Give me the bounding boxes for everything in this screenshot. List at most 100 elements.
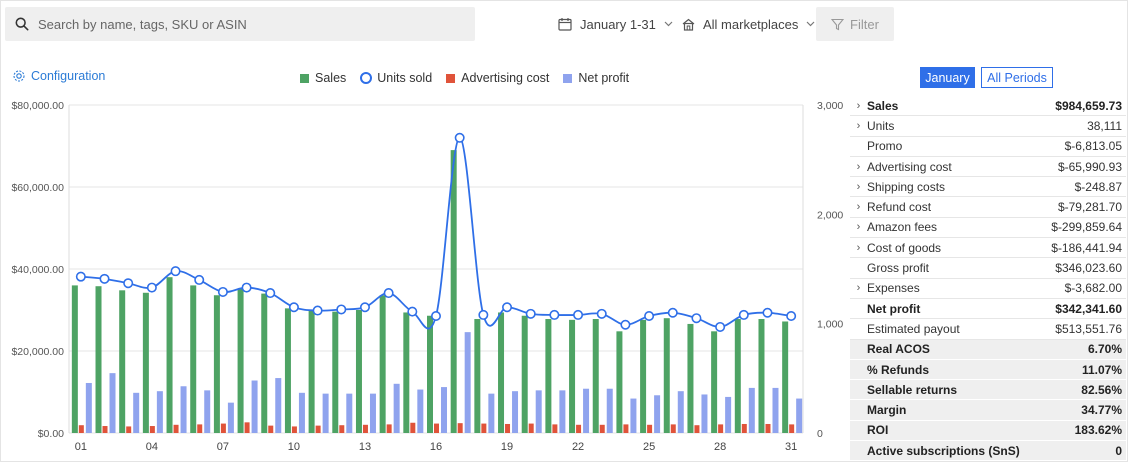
bar-sales (403, 312, 410, 433)
bar-net-profit (109, 373, 116, 433)
metric-value: 82.56% (1081, 382, 1122, 397)
bar-net-profit (677, 391, 684, 433)
metric-row-expenses[interactable]: › Expenses $-3,682.00 (850, 279, 1126, 299)
metric-row-shipping-costs[interactable]: › Shipping costs $-248.87 (850, 177, 1126, 198)
y-right-tick-label: 3,000 (817, 100, 843, 112)
metric-row-margin: Margin 34.77% (850, 400, 1126, 421)
legend-label: Sales (315, 71, 347, 85)
metric-value: 183.62% (1074, 423, 1122, 438)
metric-row-real-acos: Real ACOS 6.70% (850, 339, 1126, 360)
bar-advertising-cost (741, 423, 747, 433)
bar-advertising-cost (78, 425, 84, 433)
bar-net-profit (275, 378, 282, 433)
metric-name: Amazon fees (867, 220, 938, 235)
point-units-sold (265, 288, 276, 299)
legend-swatch (360, 72, 373, 84)
metric-name: Margin (867, 403, 907, 418)
x-tick-label: 07 (217, 441, 229, 453)
point-units-sold (359, 302, 370, 313)
bar-advertising-cost (197, 424, 203, 433)
metric-name: Real ACOS (867, 342, 930, 357)
metric-row-promo: Promo $-6,813.05 (850, 137, 1126, 157)
metric-value: $-6,813.05 (1064, 139, 1122, 154)
metric-name: Promo (867, 139, 903, 154)
bar-net-profit (772, 387, 779, 433)
configuration-link[interactable]: Configuration (12, 69, 105, 83)
legend-swatch (563, 73, 573, 83)
bar-net-profit (298, 392, 305, 433)
metric-name: Active subscriptions (SnS) (867, 443, 1020, 458)
x-tick-label: 28 (714, 441, 726, 453)
chevron-right-icon: › (856, 119, 861, 132)
bar-sales (355, 310, 362, 433)
point-units-sold (312, 305, 323, 316)
metric-row-advertising-cost[interactable]: › Advertising cost $-65,990.93 (850, 157, 1126, 178)
bar-advertising-cost (694, 425, 700, 433)
point-units-sold (715, 321, 726, 332)
bar-advertising-cost (647, 424, 653, 433)
bar-advertising-cost (362, 424, 368, 433)
bar-advertising-cost (386, 424, 392, 433)
legend-item-advertising-cost[interactable]: Advertising cost (446, 71, 549, 85)
marketplace-dropdown[interactable]: All marketplaces (682, 7, 815, 41)
bar-net-profit (369, 393, 376, 433)
bar-net-profit (393, 383, 400, 433)
point-units-sold (478, 309, 489, 320)
bar-advertising-cost (244, 422, 250, 433)
metric-value: $-79,281.70 (1057, 200, 1122, 215)
bar-net-profit (204, 390, 211, 433)
bar-advertising-cost (173, 424, 179, 433)
metric-value: 38,111 (1087, 118, 1122, 133)
metric-name: Refund cost (867, 200, 932, 215)
bar-sales (592, 319, 599, 433)
metric-value: $984,659.73 (1055, 98, 1122, 113)
bar-advertising-cost (576, 424, 582, 433)
bar-advertising-cost (102, 426, 108, 433)
metric-row-cost-of-goods[interactable]: › Cost of goods $-186,441.94 (850, 238, 1126, 259)
bar-advertising-cost (220, 423, 226, 433)
y-left-tick-label: $60,000.00 (11, 182, 64, 194)
metric-value: 6.70% (1087, 342, 1122, 357)
bar-advertising-cost (670, 424, 676, 433)
legend-item-units-sold[interactable]: Units sold (360, 71, 432, 85)
date-range-dropdown[interactable]: January 1-31 (558, 7, 673, 41)
legend-item-sales[interactable]: Sales (300, 71, 346, 85)
point-units-sold (525, 308, 536, 319)
bar-advertising-cost (623, 424, 629, 433)
point-units-sold (454, 132, 465, 143)
metric-row-sales[interactable]: › Sales $984,659.73 (850, 96, 1126, 117)
legend-label: Units sold (377, 71, 433, 85)
y-right-tick-label: 2,000 (817, 209, 843, 221)
metric-row-gross-profit: Gross profit $346,023.60 (850, 258, 1126, 279)
bar-advertising-cost (528, 423, 534, 433)
legend-item-net-profit[interactable]: Net profit (563, 71, 629, 85)
tab-all-periods[interactable]: All Periods (981, 67, 1053, 88)
bar-advertising-cost (505, 423, 511, 433)
filter-button[interactable]: Filter (816, 7, 894, 41)
x-tick-label: 16 (430, 441, 442, 453)
search-icon (15, 17, 29, 31)
marketplace-label: All marketplaces (703, 16, 799, 32)
bar-net-profit (251, 380, 258, 433)
metric-row-refund-cost[interactable]: › Refund cost $-79,281.70 (850, 197, 1126, 218)
metric-name: Sales (867, 98, 899, 113)
chevron-right-icon: › (856, 282, 861, 295)
metric-name: Advertising cost (867, 159, 952, 174)
bar-sales (142, 292, 149, 433)
bar-net-profit (701, 394, 708, 433)
chevron-right-icon: › (856, 221, 861, 234)
point-units-sold (667, 307, 678, 318)
bar-advertising-cost (434, 423, 439, 433)
search-box[interactable] (5, 7, 475, 41)
bar-net-profit (488, 393, 495, 433)
bar-advertising-cost (149, 426, 155, 433)
bar-advertising-cost (291, 426, 297, 433)
legend-swatch (446, 73, 456, 83)
tab-january[interactable]: January (920, 67, 975, 88)
search-input[interactable] (38, 16, 458, 32)
metric-row-amazon-fees[interactable]: › Amazon fees $-299,859.64 (850, 218, 1126, 239)
bar-sales (498, 312, 505, 433)
filter-icon (831, 18, 845, 30)
bar-sales (427, 315, 433, 433)
metric-row-units[interactable]: › Units 38,111 (850, 116, 1126, 137)
